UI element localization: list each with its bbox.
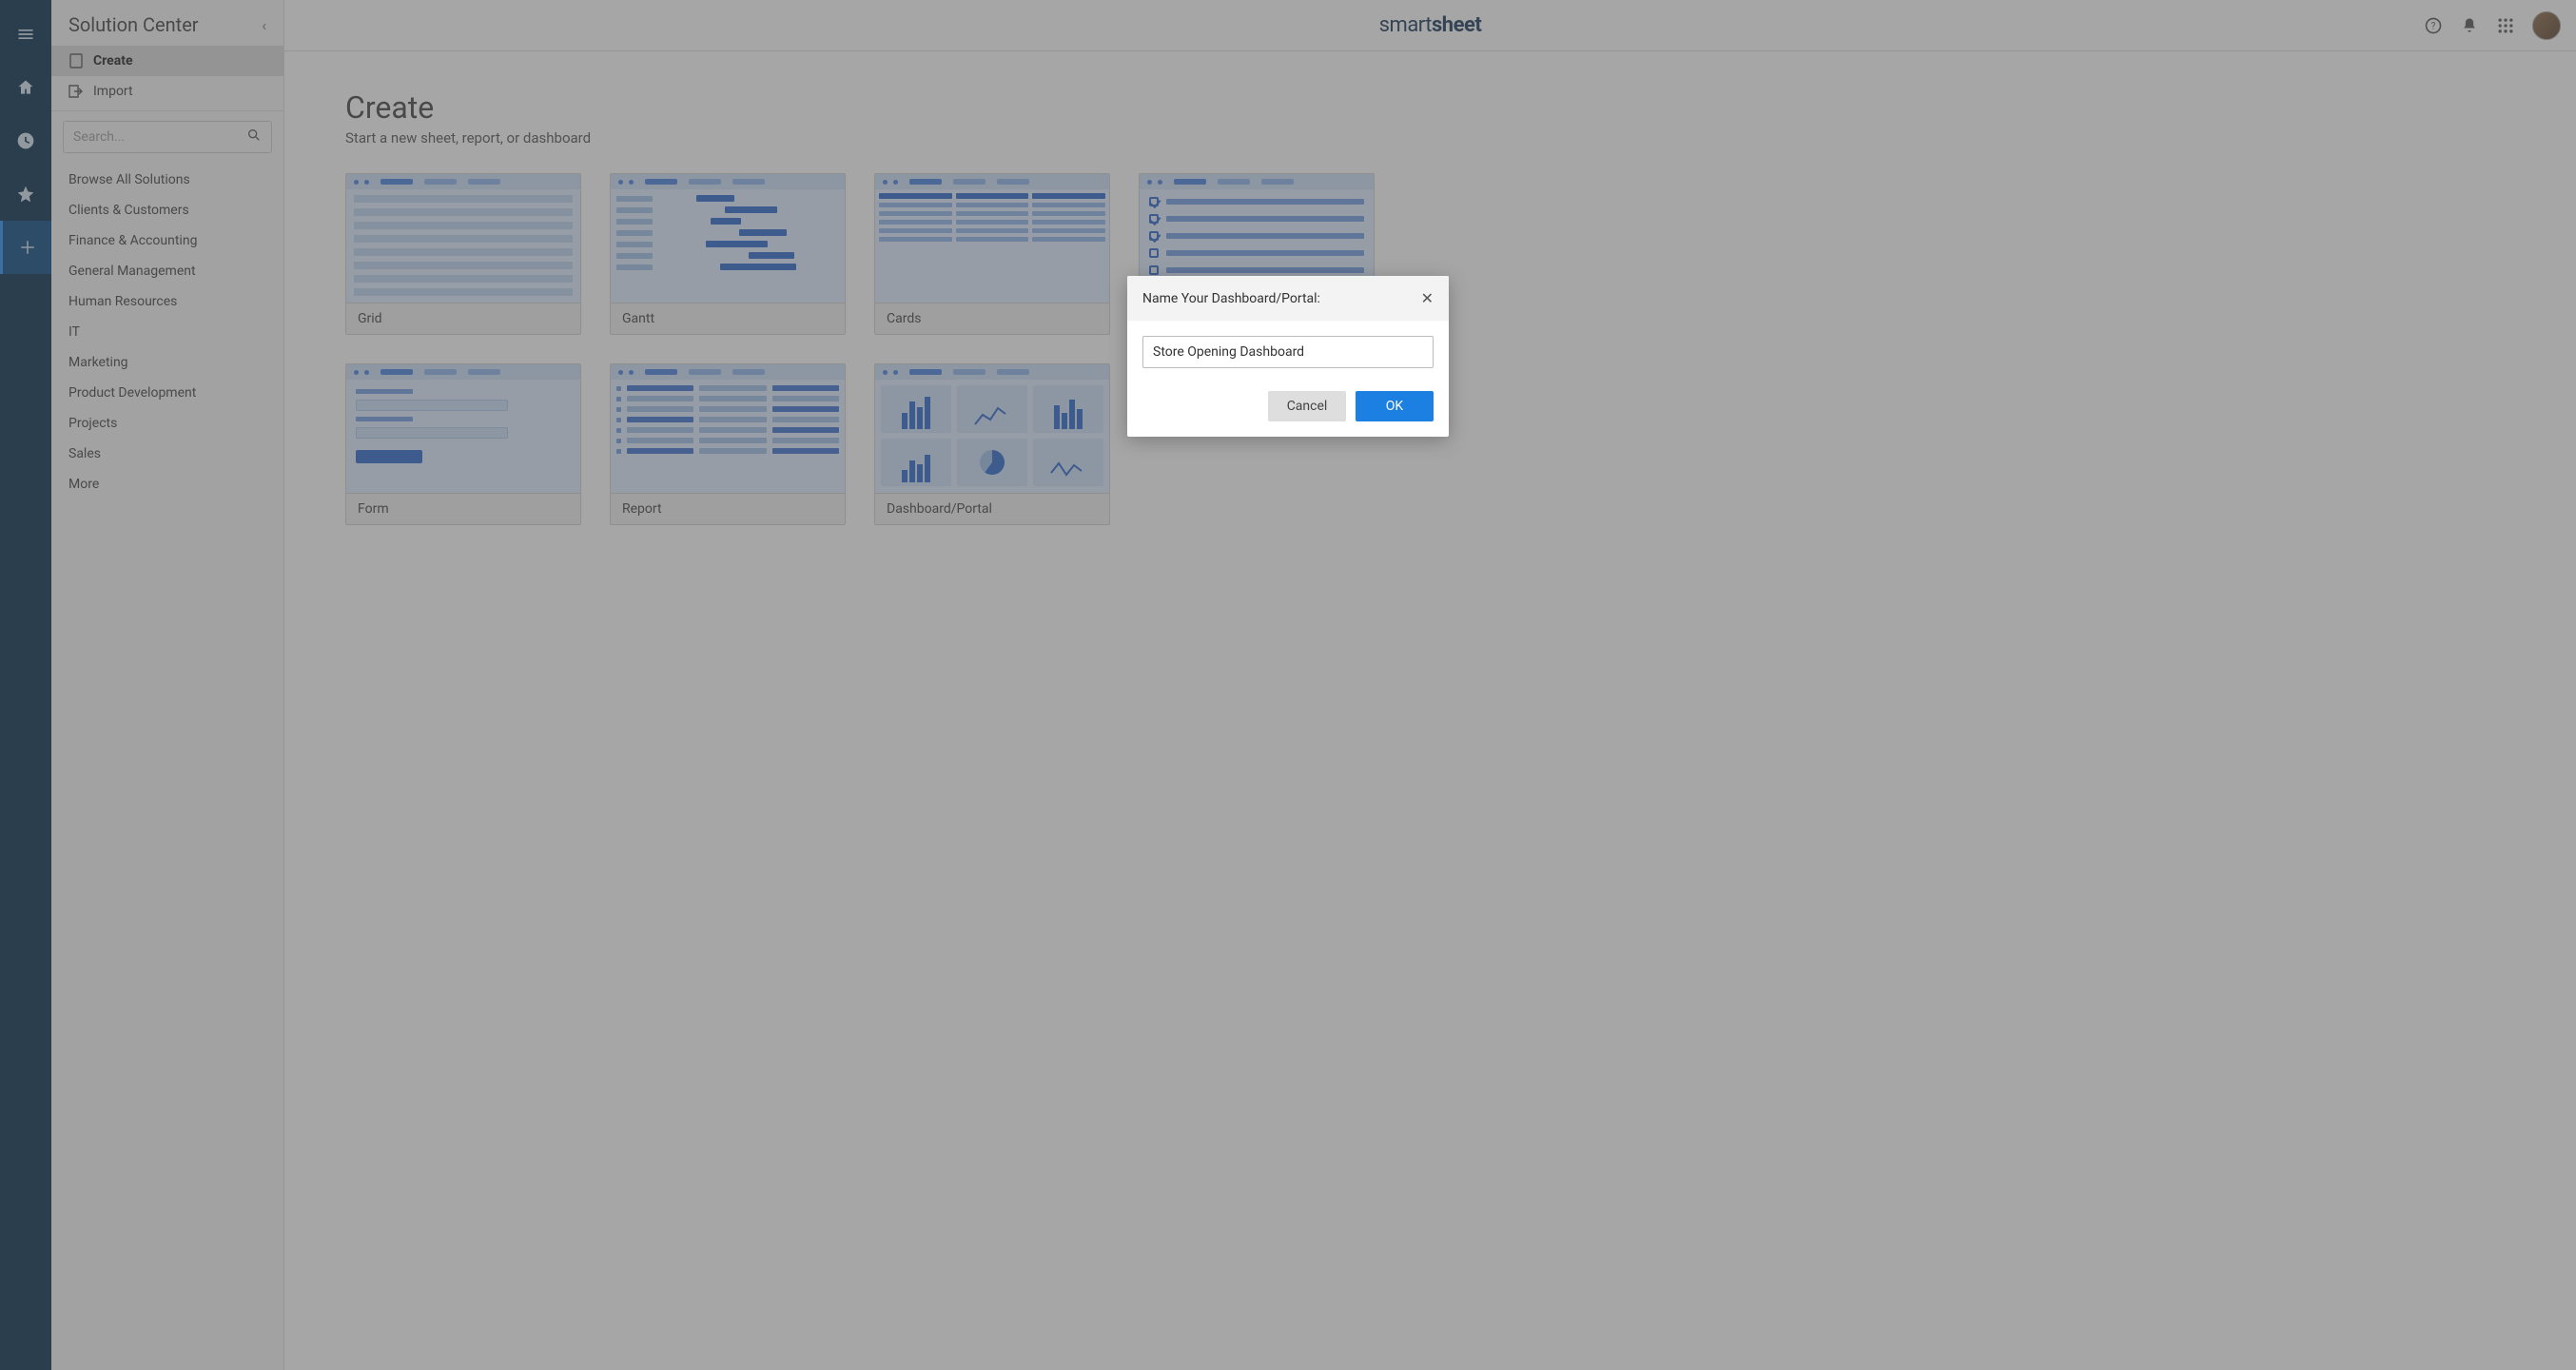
modal-header: Name Your Dashboard/Portal: ✕ [1127, 276, 1449, 321]
modal-footer: Cancel OK [1127, 383, 1449, 437]
dashboard-name-input[interactable] [1142, 336, 1434, 368]
close-icon[interactable]: ✕ [1421, 289, 1434, 307]
modal-body [1127, 321, 1449, 383]
modal-overlay[interactable]: Name Your Dashboard/Portal: ✕ Cancel OK [0, 0, 2576, 1370]
cancel-button[interactable]: Cancel [1268, 391, 1346, 421]
ok-button[interactable]: OK [1356, 391, 1434, 421]
modal-title: Name Your Dashboard/Portal: [1142, 291, 1320, 306]
name-dashboard-modal: Name Your Dashboard/Portal: ✕ Cancel OK [1127, 276, 1449, 437]
